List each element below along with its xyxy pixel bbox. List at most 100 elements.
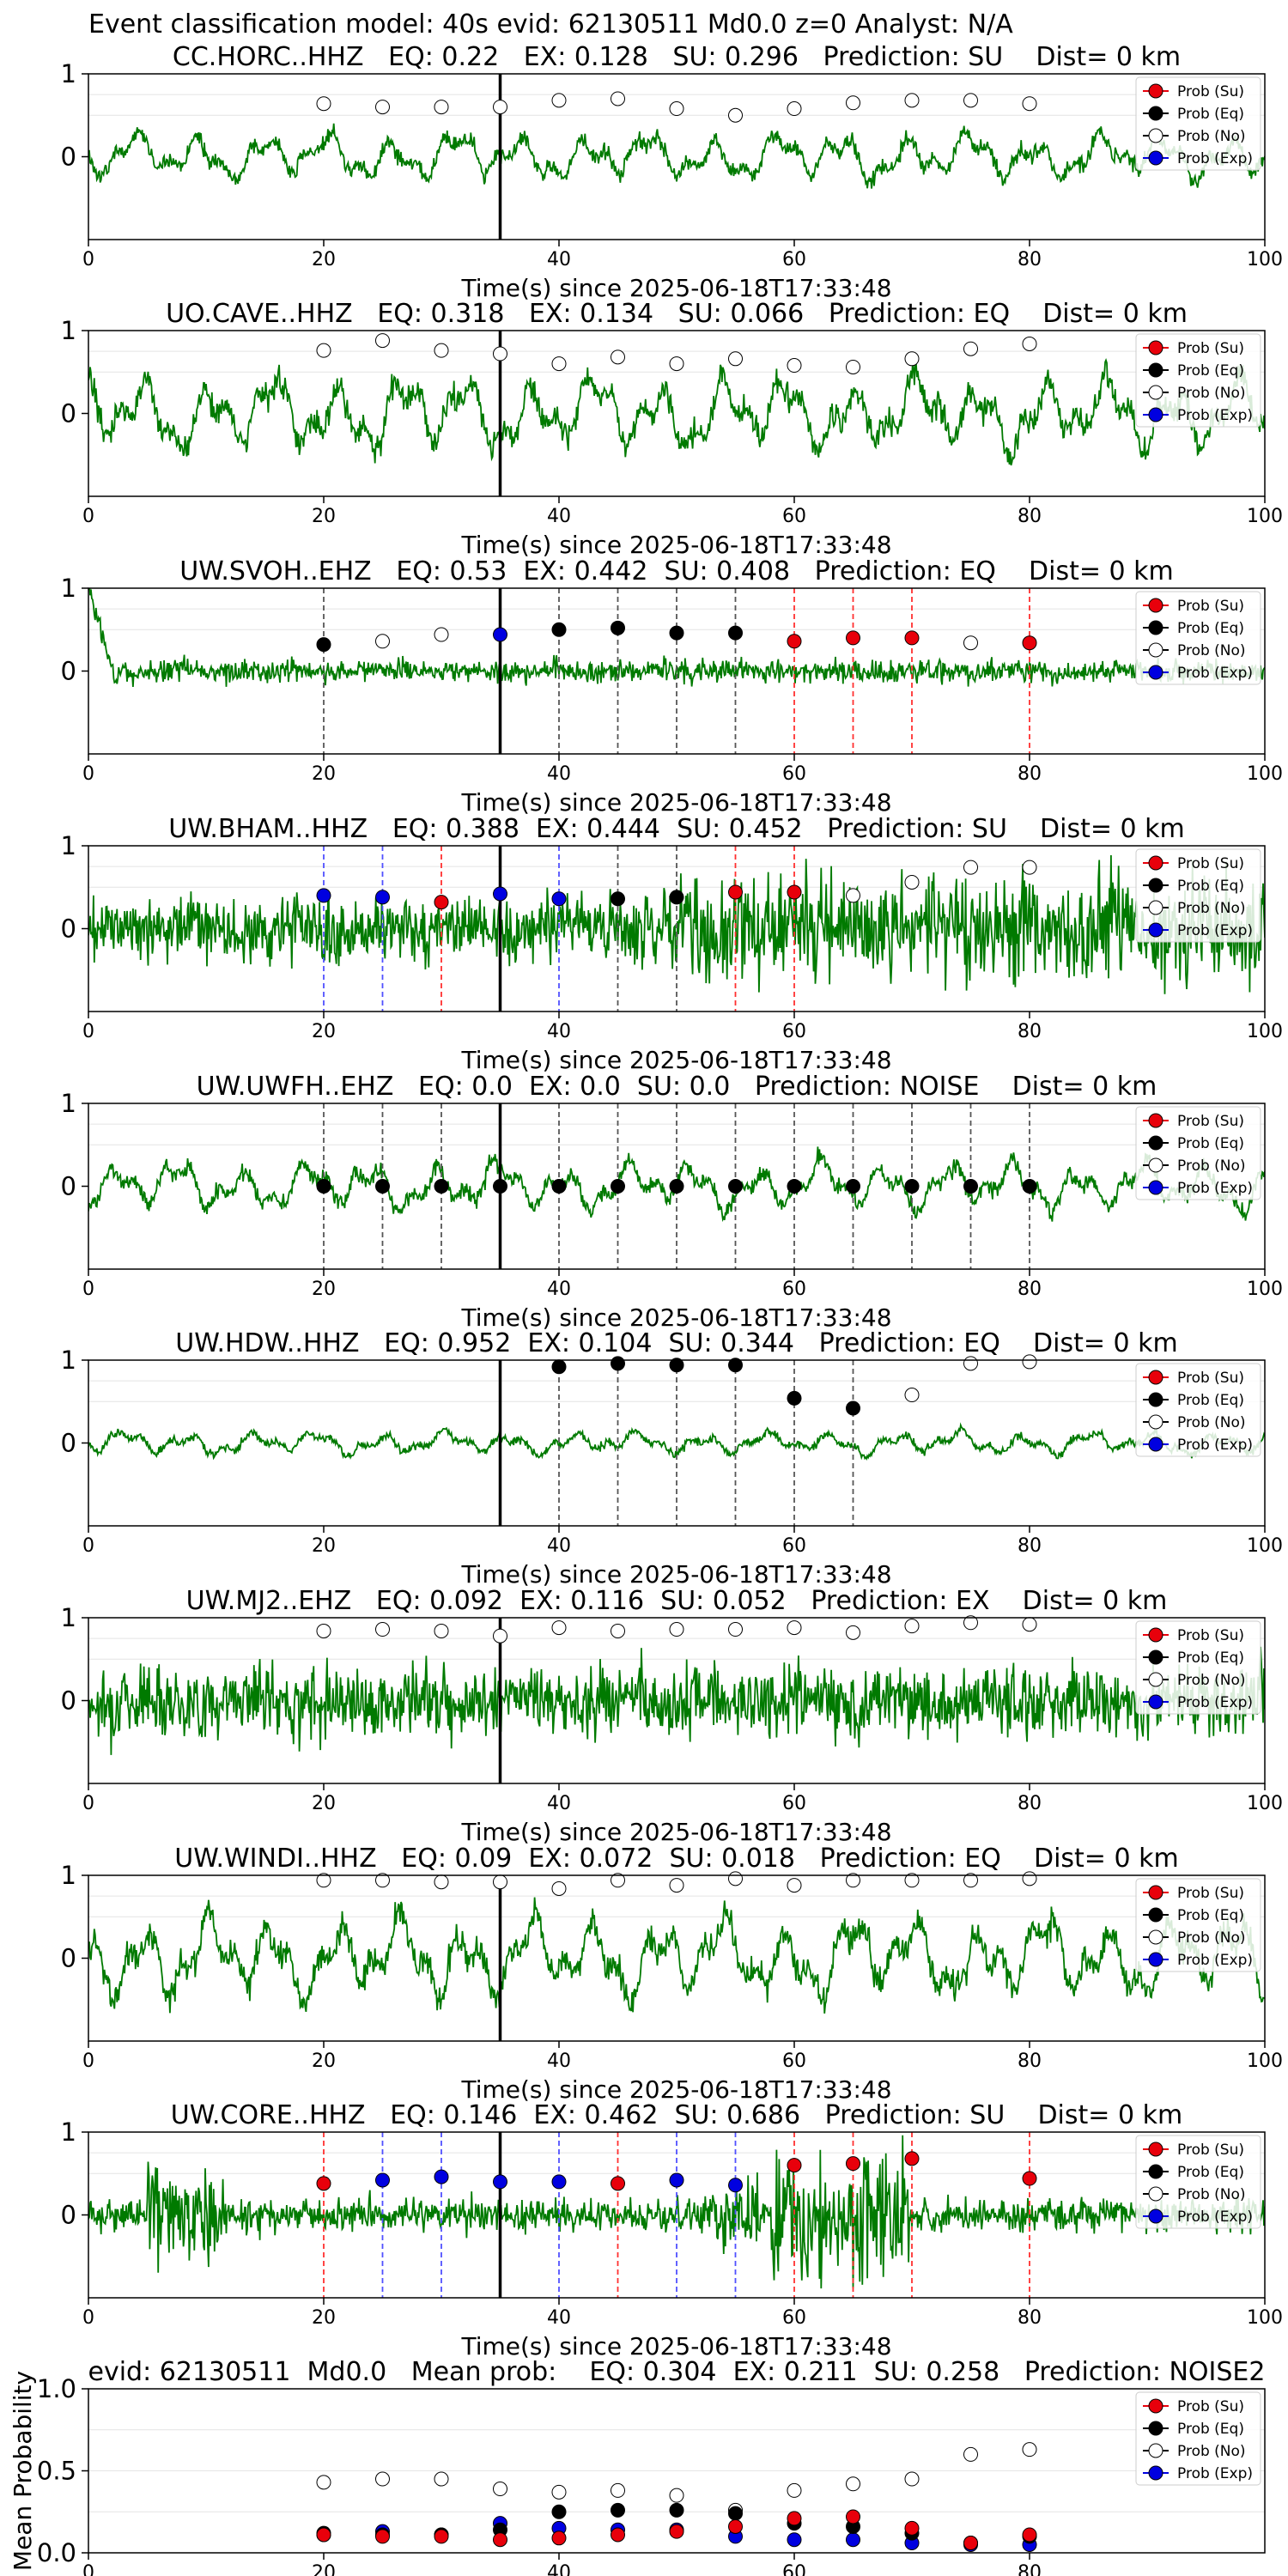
prob-marker-eq <box>669 625 684 641</box>
prob-marker-eq <box>669 890 684 905</box>
prob-marker-no <box>434 1623 449 1638</box>
prob-marker-no <box>611 1873 625 1888</box>
prob-marker-no <box>669 356 684 372</box>
waveform-group <box>88 1646 1265 1755</box>
mean-prob-marker-no <box>904 2471 920 2487</box>
legend-label: Prob (Eq) <box>1177 106 1244 123</box>
x-tick-label: 40 <box>547 249 571 270</box>
prob-marker-no <box>316 96 331 112</box>
x-tick-label: 20 <box>312 2562 336 2576</box>
legend-marker-su <box>1148 340 1163 355</box>
x-tick-label: 0 <box>82 2307 94 2329</box>
legend-label: Prob (No) <box>1177 2186 1246 2203</box>
x-tick-label: 20 <box>312 506 336 527</box>
legend-marker-eq <box>1148 1135 1163 1151</box>
x-tick-label: 100 <box>1247 1535 1283 1557</box>
prob-marker-eq <box>787 1179 802 1194</box>
x-tick-label: 80 <box>1018 2050 1042 2072</box>
prob-marker-no <box>434 627 449 642</box>
x-axis-label: Time(s) since 2025-06-18T17:33:48 <box>460 274 891 302</box>
x-tick-label: 20 <box>312 1279 336 1300</box>
prob-marker-eq <box>493 1179 507 1194</box>
prob-marker-su <box>904 2151 920 2166</box>
x-tick-label: 80 <box>1018 2307 1042 2329</box>
y-tick-label: 0 <box>61 1686 76 1716</box>
prob-marker-exp <box>493 886 507 902</box>
legend-label: Prob (Su) <box>1177 855 1244 872</box>
legend-box <box>1135 76 1261 171</box>
panel-title: UW.UWFH..EHZ EQ: 0.0 EX: 0.0 SU: 0.0 Pre… <box>197 1072 1157 1102</box>
prob-marker-eq <box>551 1359 567 1375</box>
prob-marker-exp <box>728 2178 743 2193</box>
prob-marker-no <box>728 1871 743 1886</box>
mean-prob-marker-su <box>787 2511 802 2526</box>
mean-prob-marker-eq <box>728 2506 743 2521</box>
prob-marker-eq <box>611 891 625 907</box>
y-tick-label: 1 <box>61 831 76 860</box>
legend-label: Prob (No) <box>1177 1157 1246 1175</box>
prob-marker-no <box>375 1873 390 1888</box>
prob-marker-eq <box>611 1356 625 1371</box>
prob-marker-su <box>316 2176 331 2191</box>
y-tick-label: 0 <box>61 1944 76 1973</box>
legend-marker-exp <box>1148 407 1163 422</box>
legend-marker-exp <box>1148 665 1163 680</box>
x-tick-label: 40 <box>547 2050 571 2072</box>
legend-label: Prob (Su) <box>1177 340 1244 357</box>
legend-marker-su <box>1148 855 1163 871</box>
prob-marker-no <box>963 341 978 356</box>
legend-marker-exp <box>1148 1180 1163 1195</box>
mean-prob-marker-no <box>375 2471 390 2487</box>
mean-prob-marker-su <box>316 2527 331 2543</box>
y-tick-label: 1 <box>61 1346 76 1375</box>
x-tick-label: 0 <box>82 763 94 785</box>
legend-label: Prob (Eq) <box>1177 1135 1244 1152</box>
prob-marker-no <box>728 1622 743 1637</box>
prob-marker-no <box>493 1628 507 1643</box>
waveform-trace <box>88 123 1265 189</box>
legend-box <box>1135 1363 1261 1457</box>
x-tick-label: 100 <box>1247 1021 1283 1042</box>
panel-title: UO.CAVE..HHZ EQ: 0.318 EX: 0.134 SU: 0.0… <box>166 299 1188 329</box>
x-axis-label: Time(s) since 2025-06-18T17:33:48 <box>460 1303 891 1332</box>
prob-marker-exp <box>551 891 567 907</box>
y-tick-label: 0 <box>61 2201 76 2230</box>
x-tick-label: 60 <box>782 2307 806 2329</box>
prob-marker-no <box>1022 1871 1037 1886</box>
prob-marker-eq <box>375 1179 390 1194</box>
prob-marker-eq <box>551 1179 567 1194</box>
x-tick-label: 60 <box>782 1279 806 1300</box>
legend-marker-no <box>1148 2186 1163 2202</box>
prob-marker-no <box>1022 96 1037 112</box>
prob-marker-no <box>846 1625 860 1640</box>
x-tick-label: 100 <box>1247 763 1283 785</box>
mean-prob-marker-eq <box>551 2504 567 2519</box>
panel-title: UW.HDW..HHZ EQ: 0.952 EX: 0.104 SU: 0.34… <box>175 1328 1177 1358</box>
x-tick-label: 100 <box>1247 1279 1283 1300</box>
legend-marker-su <box>1148 1113 1163 1128</box>
prob-marker-no <box>1022 1354 1037 1370</box>
x-tick-label: 100 <box>1247 249 1283 270</box>
legend-label: Prob (Eq) <box>1177 878 1244 895</box>
prob-marker-no <box>904 1619 920 1634</box>
legend-marker-exp <box>1148 2208 1163 2224</box>
prob-marker-eq <box>728 1179 743 1194</box>
prob-marker-exp <box>375 2172 390 2188</box>
panel-title: CC.HORC..HHZ EQ: 0.22 EX: 0.128 SU: 0.29… <box>173 42 1181 72</box>
waveform-group <box>88 357 1265 466</box>
x-tick-label: 0 <box>82 1535 94 1557</box>
prob-marker-no <box>963 1873 978 1888</box>
panel-title: UW.CORE..HHZ EQ: 0.146 EX: 0.462 SU: 0.6… <box>171 2100 1182 2130</box>
prob-marker-su <box>1022 2171 1037 2186</box>
x-tick-label: 40 <box>547 1279 571 1300</box>
station-panel: UW.UWFH..EHZ EQ: 0.0 EX: 0.0 SU: 0.0 Pre… <box>61 1072 1283 1332</box>
legend-label: Prob (Su) <box>1177 1885 1244 1902</box>
legend-label: Prob (No) <box>1177 900 1246 917</box>
legend-marker-no <box>1148 128 1163 143</box>
mean-prob-marker-su <box>1022 2527 1037 2543</box>
prob-marker-su <box>787 884 802 900</box>
legend-label: Prob (Exp) <box>1177 2465 1253 2482</box>
prob-marker-eq <box>316 1179 331 1194</box>
legend-marker-no <box>1148 385 1163 400</box>
